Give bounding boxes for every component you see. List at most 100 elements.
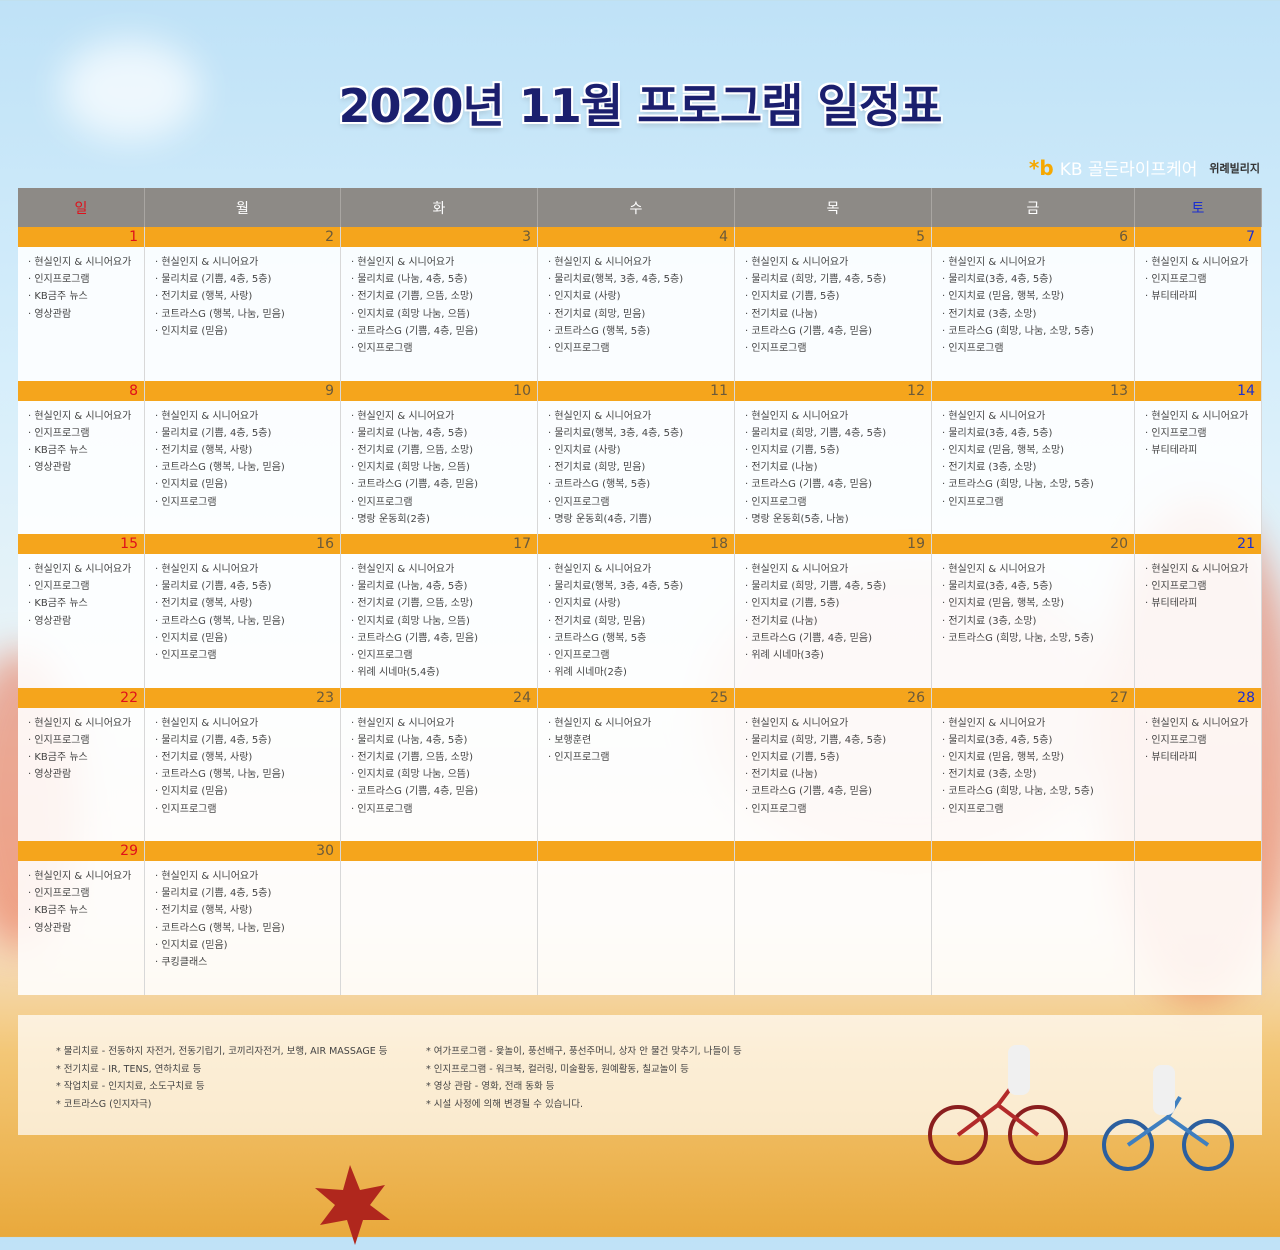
- date-number: 19: [735, 534, 931, 554]
- program-item: 전기치료 (행복, 사랑): [155, 749, 340, 766]
- program-item: 코트라스G (기쁨, 4층, 믿음): [745, 630, 931, 647]
- program-item: 명랑 운동회(4층, 기쁨): [548, 511, 734, 528]
- date-number: 6: [932, 227, 1134, 247]
- date-number: 4: [538, 227, 734, 247]
- date-number: 14: [1135, 380, 1261, 401]
- program-item: 현실인지 & 시니어요가: [745, 408, 931, 425]
- date-number: 5: [735, 227, 931, 247]
- date-number: 26: [735, 687, 931, 708]
- date-number: 24: [341, 687, 537, 708]
- program-list: 현실인지 & 시니어요가물리치료(3층, 4층, 5층)인지치료 (믿음, 행복…: [932, 401, 1134, 511]
- program-item: 현실인지 & 시니어요가: [745, 254, 931, 271]
- program-item: 코트라스G (기쁨, 4층, 믿음): [351, 323, 537, 340]
- program-item: 코트라스G (행복, 나눔, 믿음): [155, 306, 340, 323]
- day-cell: 15현실인지 & 시니어요가인지프로그램KB금주 뉴스영상관람: [18, 534, 145, 688]
- program-item: 코트라스G (희망, 나눔, 소망, 5층): [942, 476, 1134, 493]
- program-list: 현실인지 & 시니어요가물리치료 (희망, 기쁨, 4층, 5층)인지치료 (기…: [735, 708, 931, 818]
- program-item: 현실인지 & 시니어요가: [548, 408, 734, 425]
- day-cell: [735, 841, 932, 995]
- program-item: 코트라스G (희망, 나눔, 소망, 5층): [942, 323, 1134, 340]
- program-item: 쿠킹클래스: [155, 954, 340, 971]
- program-item: 코트라스G (행복, 5층: [548, 630, 734, 647]
- program-item: 물리치료 (나눔, 4층, 5층): [351, 271, 537, 288]
- day-cell: 29현실인지 & 시니어요가인지프로그램KB금주 뉴스영상관람: [18, 841, 145, 995]
- program-item: 전기치료 (희망, 믿음): [548, 306, 734, 323]
- note-item: 시설 사정에 의해 변경될 수 있습니다.: [426, 1096, 742, 1114]
- program-item: 코트라스G (기쁨, 4층, 믿음): [745, 476, 931, 493]
- day-cell: 7현실인지 & 시니어요가인지프로그램뷰티테라피: [1135, 227, 1262, 381]
- day-cell: 17현실인지 & 시니어요가물리치료 (나눔, 4층, 5층)전기치료 (기쁨,…: [341, 534, 538, 688]
- program-item: 현실인지 & 시니어요가: [1145, 254, 1261, 271]
- program-list: 현실인지 & 시니어요가인지프로그램뷰티테라피: [1135, 554, 1261, 613]
- program-item: 현실인지 & 시니어요가: [155, 715, 340, 732]
- program-item: 인지치료 (사랑): [548, 442, 734, 459]
- day-cell: 14현실인지 & 시니어요가인지프로그램뷰티테라피: [1135, 380, 1262, 534]
- note-item: 작업치료 - 인지치료, 소도구치료 등: [56, 1078, 388, 1096]
- program-list: 현실인지 & 시니어요가물리치료(행복, 3층, 4층, 5층)인지치료 (사랑…: [538, 554, 734, 681]
- date-number: 30: [145, 841, 340, 861]
- program-item: 코트라스G (행복, 나눔, 믿음): [155, 459, 340, 476]
- program-item: 전기치료 (행복, 사랑): [155, 595, 340, 612]
- program-item: 위례 시네마(3층): [745, 647, 931, 664]
- program-item: 현실인지 & 시니어요가: [351, 408, 537, 425]
- program-item: 보행훈련: [548, 732, 734, 749]
- weekday-0: 일: [18, 188, 145, 227]
- note-item: 코트라스G (인지자극): [56, 1096, 388, 1114]
- program-item: 현실인지 & 시니어요가: [942, 561, 1134, 578]
- program-item: 물리치료 (기쁨, 4층, 5층): [155, 425, 340, 442]
- kb-logo: *b KB 골든라이프케어 위례빌리지: [1029, 155, 1260, 181]
- program-list: 현실인지 & 시니어요가물리치료 (기쁨, 4층, 5층)전기치료 (행복, 사…: [145, 861, 340, 971]
- day-cell: 26현실인지 & 시니어요가물리치료 (희망, 기쁨, 4층, 5층)인지치료 …: [735, 687, 932, 841]
- program-item: KB금주 뉴스: [28, 442, 144, 459]
- facility-name: 위례빌리지: [1209, 161, 1260, 175]
- program-item: 물리치료 (나눔, 4층, 5층): [351, 578, 537, 595]
- program-item: 명랑 운동회(5층, 나눔): [745, 511, 931, 528]
- program-item: 인지치료 (희망 나눔, 으뜸): [351, 306, 537, 323]
- program-item: 인지치료 (믿음): [155, 783, 340, 800]
- day-cell: 4현실인지 & 시니어요가물리치료(행복, 3층, 4층, 5층)인지치료 (사…: [538, 227, 735, 381]
- day-cell: 25현실인지 & 시니어요가보행훈련인지프로그램: [538, 687, 735, 841]
- program-item: 인지프로그램: [155, 801, 340, 818]
- program-list: 현실인지 & 시니어요가물리치료 (나눔, 4층, 5층)전기치료 (기쁨, 으…: [341, 247, 537, 357]
- program-item: 인지프로그램: [28, 425, 144, 442]
- program-item: 현실인지 & 시니어요가: [28, 561, 144, 578]
- calendar-body: 1현실인지 & 시니어요가인지프로그램KB금주 뉴스영상관람2현실인지 & 시니…: [18, 227, 1262, 995]
- program-item: 뷰티테라피: [1145, 749, 1261, 766]
- program-item: 영상관람: [28, 766, 144, 783]
- program-item: 뷰티테라피: [1145, 595, 1261, 612]
- day-cell: 19현실인지 & 시니어요가물리치료 (희망, 기쁨, 4층, 5층)인지치료 …: [735, 534, 932, 688]
- program-item: 뷰티테라피: [1145, 288, 1261, 305]
- program-list: 현실인지 & 시니어요가물리치료 (나눔, 4층, 5층)전기치료 (기쁨, 으…: [341, 401, 537, 528]
- date-number: 25: [538, 687, 734, 708]
- program-list: 현실인지 & 시니어요가인지프로그램뷰티테라피: [1135, 401, 1261, 460]
- program-list: [1135, 861, 1261, 868]
- program-item: 인지프로그램: [28, 578, 144, 595]
- program-list: 현실인지 & 시니어요가물리치료 (기쁨, 4층, 5층)전기치료 (행복, 사…: [145, 401, 340, 511]
- date-number: 17: [341, 534, 537, 554]
- program-item: 인지프로그램: [942, 340, 1134, 357]
- program-item: 인지프로그램: [548, 340, 734, 357]
- note-item: 영상 관람 - 영화, 전래 동화 등: [426, 1078, 742, 1096]
- program-item: 영상관람: [28, 306, 144, 323]
- program-item: KB금주 뉴스: [28, 595, 144, 612]
- program-item: 물리치료 (희망, 기쁨, 4층, 5층): [745, 578, 931, 595]
- program-item: 인지프로그램: [942, 494, 1134, 511]
- program-item: 인지치료 (믿음, 행복, 소망): [942, 595, 1134, 612]
- program-item: 영상관람: [28, 920, 144, 937]
- program-item: 인지치료 (희망 나눔, 으뜸): [351, 459, 537, 476]
- notes-left: 물리치료 - 전동하지 자전거, 전동기립기, 코끼리자전거, 보행, AIR …: [56, 1043, 388, 1113]
- date-number: 27: [932, 687, 1134, 708]
- program-item: 물리치료 (기쁨, 4층, 5층): [155, 732, 340, 749]
- program-item: 전기치료 (나눔): [745, 306, 931, 323]
- day-cell: 23현실인지 & 시니어요가물리치료 (기쁨, 4층, 5층)전기치료 (행복,…: [145, 687, 341, 841]
- date-number: [932, 841, 1134, 861]
- program-item: 현실인지 & 시니어요가: [28, 715, 144, 732]
- weekday-4: 목: [735, 188, 932, 227]
- program-item: 코트라스G (희망, 나눔, 소망, 5층): [942, 630, 1134, 647]
- calendar-week: 15현실인지 & 시니어요가인지프로그램KB금주 뉴스영상관람16현실인지 & …: [18, 534, 1262, 688]
- calendar-week: 8현실인지 & 시니어요가인지프로그램KB금주 뉴스영상관람9현실인지 & 시니…: [18, 380, 1262, 534]
- program-item: 전기치료 (희망, 믿음): [548, 613, 734, 630]
- program-item: 현실인지 & 시니어요가: [155, 408, 340, 425]
- program-item: 인지프로그램: [155, 647, 340, 664]
